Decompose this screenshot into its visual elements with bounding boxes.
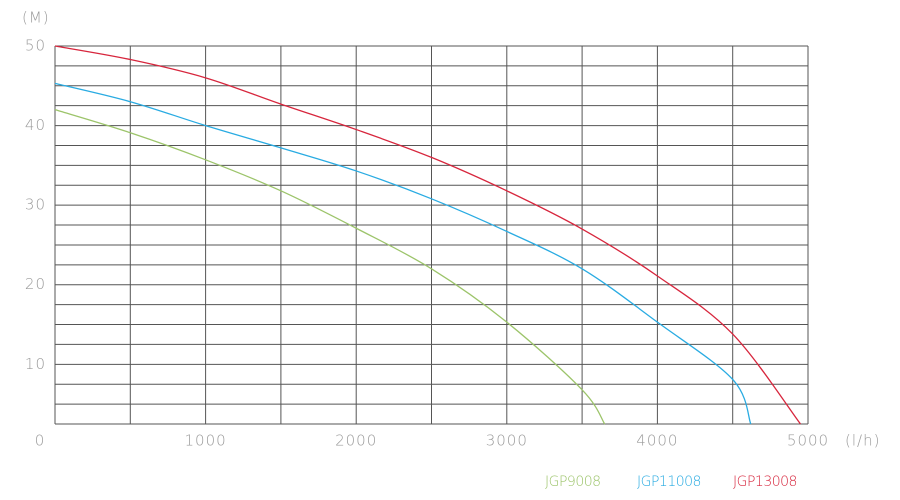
legend-entry: JGP11008 — [637, 474, 701, 490]
y-tick-label: 10 — [25, 355, 46, 373]
x-tick-label: 1000 — [185, 432, 227, 450]
x-tick-label: 4000 — [636, 432, 678, 450]
x-axis-label: (l/h) — [845, 432, 880, 450]
x-tick-label: 0 — [35, 432, 46, 450]
y-axis-label: (M) — [22, 9, 50, 27]
y-tick-label: 30 — [25, 196, 46, 214]
curve — [54, 109, 606, 425]
legend-entry: JGP13008 — [733, 474, 797, 490]
y-tick-label: 20 — [25, 275, 46, 293]
curve — [54, 82, 752, 425]
y-tick-label: 40 — [25, 116, 46, 134]
x-tick-label: 2000 — [335, 432, 377, 450]
x-tick-label: 3000 — [486, 432, 528, 450]
curve — [54, 45, 801, 425]
legend-entry: JGP9008 — [545, 474, 601, 490]
y-tick-label: 50 — [25, 37, 46, 55]
x-tick-label: 5000 — [787, 432, 829, 450]
